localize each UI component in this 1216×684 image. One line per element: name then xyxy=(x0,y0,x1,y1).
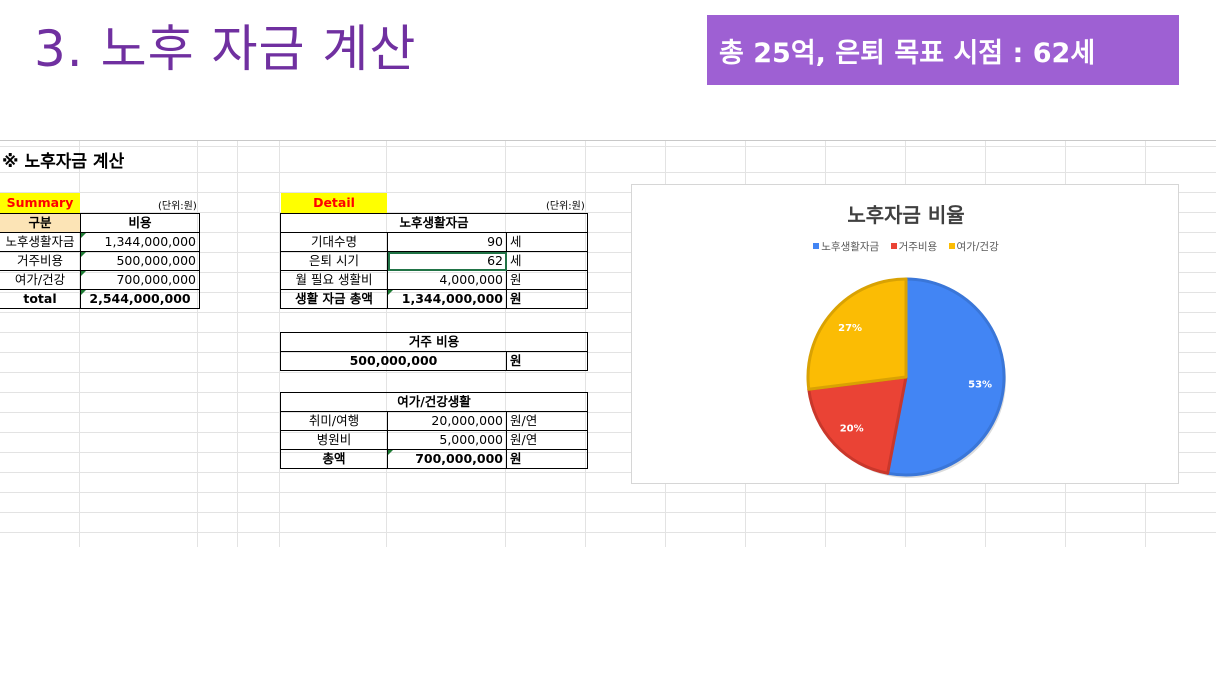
table-row: 취미/여행 20,000,000 원/연 xyxy=(280,411,588,431)
table-row: 병원비 5,000,000 원/연 xyxy=(280,430,588,450)
leisure-value[interactable]: 20,000,000 xyxy=(387,411,507,431)
housing-header[interactable]: 거주 비용 xyxy=(279,332,589,352)
summary-label[interactable]: 여가/건강 xyxy=(0,270,81,290)
summary-tag: Summary xyxy=(0,193,80,213)
summary-value[interactable]: 1,344,000,000 xyxy=(80,232,200,252)
table-row: 총액 700,000,000 원 xyxy=(280,449,588,469)
living-unit[interactable]: 세 xyxy=(505,232,589,252)
pie-label-1: 53% xyxy=(968,380,992,391)
living-fund-header[interactable]: 노후생활자금 xyxy=(279,213,589,233)
summary-header-cost[interactable]: 비용 xyxy=(80,213,200,233)
legend-swatch xyxy=(948,243,955,249)
housing-table: 거주 비용 500,000,000 원 xyxy=(279,332,589,371)
living-unit[interactable]: 세 xyxy=(505,251,589,271)
housing-unit[interactable]: 원 xyxy=(505,351,589,371)
living-label[interactable]: 기대수명 xyxy=(280,232,388,252)
living-value[interactable]: 4,000,000 xyxy=(387,270,507,290)
pie-label-2: 20% xyxy=(840,424,864,435)
leisure-total-value[interactable]: 700,000,000 xyxy=(387,449,507,469)
living-total-unit[interactable]: 원 xyxy=(505,289,589,309)
leisure-label[interactable]: 취미/여행 xyxy=(280,411,388,431)
legend-label: 거주비용 xyxy=(898,241,938,253)
pie-svg: 53% 20% 27% xyxy=(806,277,1006,478)
summary-value[interactable]: 700,000,000 xyxy=(80,270,200,290)
living-label[interactable]: 은퇴 시기 xyxy=(280,251,388,271)
housing-value[interactable]: 500,000,000 xyxy=(280,351,507,371)
table-row: 기대수명 90 세 xyxy=(280,232,589,252)
legend-label: 여가/건강 xyxy=(956,241,999,253)
leisure-label[interactable]: 병원비 xyxy=(280,430,388,450)
living-total-label[interactable]: 생활 자금 총액 xyxy=(280,289,388,309)
leisure-table: 여가/건강생활 취미/여행 20,000,000 원/연 병원비 5,000,0… xyxy=(280,392,588,469)
pie-slice-2[interactable] xyxy=(807,375,908,475)
summary-header-category[interactable]: 구분 xyxy=(0,213,81,233)
legend-swatch xyxy=(813,243,820,249)
summary-total-value[interactable]: 2,544,000,000 xyxy=(80,289,200,309)
table-row: 노후생활자금 1,344,000,000 xyxy=(0,232,200,252)
legend-item: 노후생활자금 xyxy=(813,241,879,253)
summary-unit: (단위:원) xyxy=(158,201,197,212)
living-total-value[interactable]: 1,344,000,000 xyxy=(387,289,507,309)
summary-total-label[interactable]: total xyxy=(0,289,81,309)
living-value-selected[interactable]: 62 xyxy=(387,251,507,271)
leisure-total-label[interactable]: 총액 xyxy=(280,449,388,469)
summary-label[interactable]: 노후생활자금 xyxy=(0,232,81,252)
summary-header-row: 구분 비용 xyxy=(0,213,200,233)
detail-unit: (단위:원) xyxy=(546,201,585,212)
leisure-total-unit[interactable]: 원 xyxy=(506,449,588,469)
table-row: 은퇴 시기 62 세 xyxy=(280,251,589,271)
summary-value[interactable]: 500,000,000 xyxy=(80,251,200,271)
leisure-header[interactable]: 여가/건강생활 xyxy=(280,392,588,412)
leisure-value[interactable]: 5,000,000 xyxy=(387,430,507,450)
pie-chart[interactable]: 노후자금 비율 노후생활자금 거주비용 여가/건강 53% 20% 27% xyxy=(631,184,1179,484)
legend-swatch xyxy=(890,243,897,249)
sheet-title: ※ 노후자금 계산 xyxy=(2,152,125,172)
housing-header-row: 거주 비용 xyxy=(279,332,589,352)
leisure-header-row: 여가/건강생활 xyxy=(280,392,588,412)
summary-table: 구분 비용 노후생활자금 1,344,000,000 거주비용 500,000,… xyxy=(0,213,200,309)
spreadsheet[interactable]: ※ 노후자금 계산 Summary (단위:원) 구분 비용 노후생활자금 1,… xyxy=(0,140,1216,547)
table-row: 생활 자금 총액 1,344,000,000 원 xyxy=(280,289,589,309)
pie-label-3: 27% xyxy=(838,323,862,334)
table-row: 월 필요 생활비 4,000,000 원 xyxy=(280,270,589,290)
summary-total-row: total 2,544,000,000 xyxy=(0,289,200,309)
summary-label[interactable]: 거주비용 xyxy=(0,251,81,271)
goal-banner: 총 25억, 은퇴 목표 시점 : 62세 xyxy=(707,15,1179,85)
table-row: 여가/건강 700,000,000 xyxy=(0,270,200,290)
chart-legend: 노후생활자금 거주비용 여가/건강 xyxy=(632,239,1180,254)
legend-item: 거주비용 xyxy=(890,241,938,253)
legend-item: 여가/건강 xyxy=(948,241,999,253)
table-row: 500,000,000 원 xyxy=(280,351,589,371)
leisure-unit[interactable]: 원/연 xyxy=(506,411,588,431)
table-row: 거주비용 500,000,000 xyxy=(0,251,200,271)
detail-tag: Detail xyxy=(281,193,387,213)
chart-title: 노후자금 비율 xyxy=(847,203,965,227)
leisure-unit[interactable]: 원/연 xyxy=(506,430,588,450)
living-value[interactable]: 90 xyxy=(387,232,507,252)
slide-title: 3. 노후 자금 계산 xyxy=(34,20,417,78)
living-label[interactable]: 월 필요 생활비 xyxy=(280,270,388,290)
living-unit[interactable]: 원 xyxy=(505,270,589,290)
goal-banner-text: 총 25억, 은퇴 목표 시점 : 62세 xyxy=(719,37,1096,69)
pie-slice-1[interactable] xyxy=(886,277,1006,477)
legend-label: 노후생활자금 xyxy=(821,241,880,253)
living-fund-header-row: 노후생활자금 xyxy=(279,213,589,233)
pie-slice-3[interactable] xyxy=(806,277,908,391)
living-fund-table: 노후생활자금 기대수명 90 세 은퇴 시기 62 세 월 필요 생활비 4,0… xyxy=(279,213,589,309)
